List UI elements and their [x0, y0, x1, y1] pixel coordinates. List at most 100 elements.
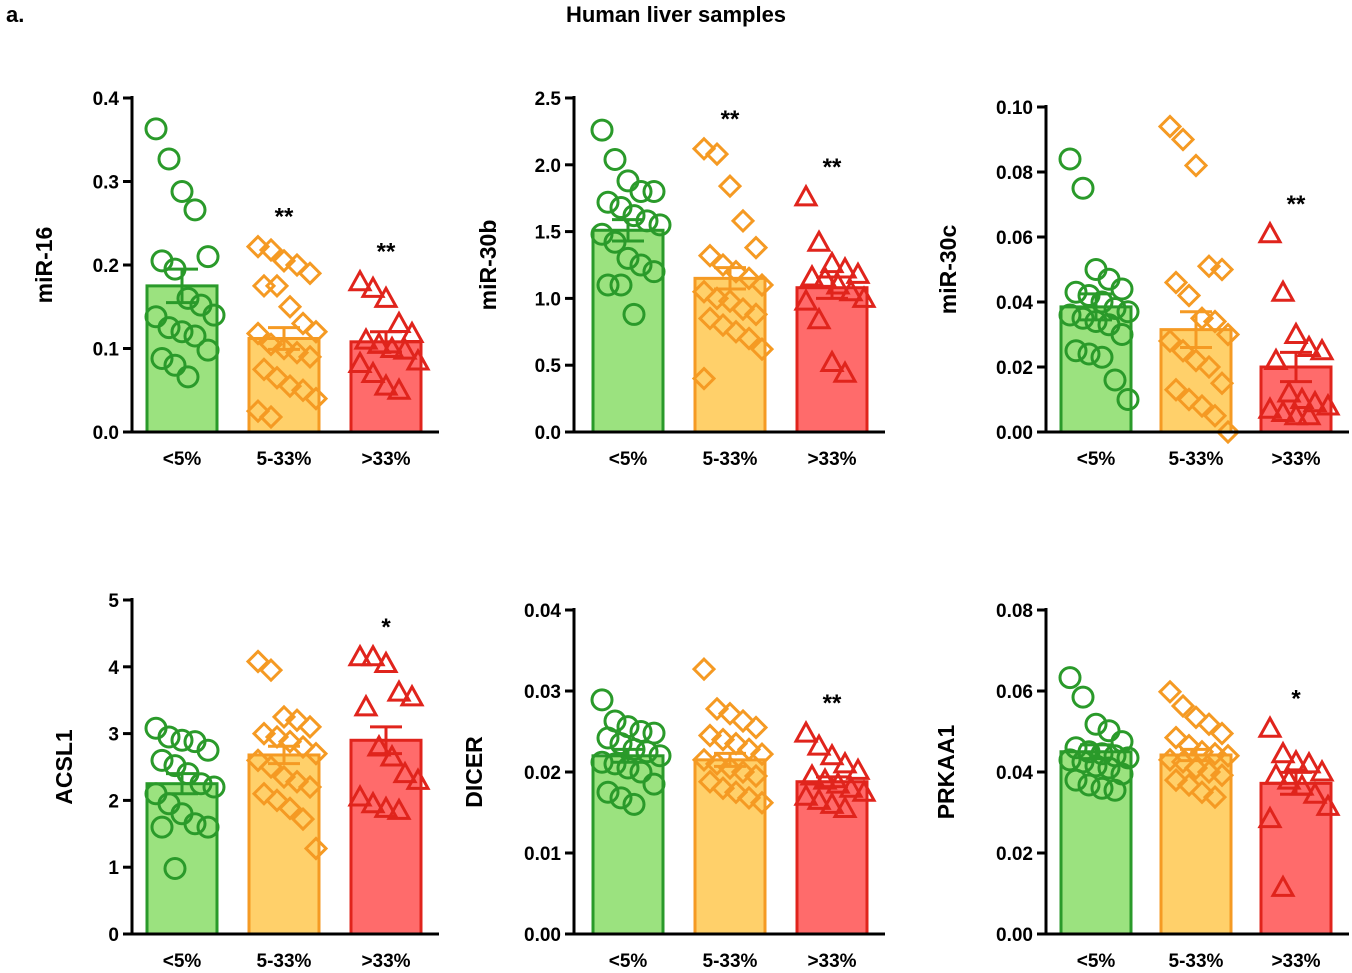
data-point-circle	[157, 725, 181, 749]
data-point-diamond	[743, 763, 769, 789]
data-point-diamond	[736, 326, 762, 351]
y-tick-label: 0.02	[996, 358, 1033, 379]
data-point-diamond	[1196, 254, 1222, 279]
data-point-diamond	[1209, 257, 1235, 282]
data-point-circle	[642, 772, 666, 796]
chart-panel-4: ACSL1 0 1 2 3 4 5 <5% 5-33% >33% *	[51, 591, 439, 972]
data-point-diamond	[1170, 693, 1196, 719]
data-point-diamond	[736, 266, 762, 291]
data-point-triangle	[806, 229, 832, 252]
y-tick-label: 0.0	[93, 423, 119, 444]
data-point-diamond	[691, 279, 717, 304]
data-point-circle	[176, 365, 200, 389]
chart-panel-3: miR-30c 0.00 0.02 0.04 0.06 0.08 0.10 <5% 5-33% >…	[935, 98, 1349, 470]
data-point-diamond	[723, 780, 749, 805]
y-tick-label: 0.1	[93, 340, 120, 361]
data-point-triangle	[1309, 758, 1335, 782]
y-tick-label: 0.06	[996, 228, 1033, 249]
data-point-triangle	[405, 767, 431, 790]
x-tick-label: >33%	[361, 951, 410, 972]
data-point-diamond	[1163, 270, 1189, 295]
data-point-diamond	[277, 729, 303, 754]
y-axis-title: miR-30c	[935, 225, 961, 315]
x-tick-label: <5%	[1077, 449, 1116, 470]
data-point-triangle	[793, 183, 819, 207]
data-point-diamond	[290, 734, 316, 760]
data-point-circle	[596, 726, 620, 750]
data-point-triangle	[347, 643, 373, 667]
x-tick-label: 5-33%	[1169, 449, 1224, 470]
data-point-triangle	[1283, 321, 1309, 344]
x-tick-label: <5%	[163, 951, 202, 972]
data-point-diamond	[691, 747, 717, 772]
y-axis-title: miR-30b	[475, 220, 501, 311]
data-point-diamond	[1202, 309, 1228, 334]
data-point-triangle	[399, 683, 425, 707]
data-point-circle	[150, 347, 174, 371]
data-point-circle	[144, 117, 168, 141]
chart-panel-6: PRKAA1 0.00 0.02 0.04 0.06 0.08 <5% 5-33% >33% *	[933, 601, 1349, 972]
data-point-circle	[648, 744, 672, 768]
data-point-circle	[1077, 773, 1101, 797]
bar-2	[1259, 781, 1333, 936]
data-point-circle	[603, 147, 627, 171]
x-tick-label: >33%	[1271, 449, 1320, 470]
data-point-triangle	[819, 349, 845, 373]
data-point-diamond	[1209, 721, 1235, 746]
data-point-diamond	[258, 658, 284, 683]
y-tick-label: 0.5	[535, 356, 562, 377]
x-tick-label: <5%	[609, 951, 648, 972]
data-point-triangle	[1296, 402, 1322, 426]
data-point-diamond	[749, 272, 775, 298]
x-tick-label: 5-33%	[257, 449, 312, 470]
data-point-diamond	[736, 785, 762, 811]
data-point-circle	[202, 303, 226, 327]
data-point-circle	[635, 740, 659, 764]
data-point-triangle	[1315, 793, 1341, 816]
data-point-triangle	[386, 377, 412, 400]
data-point-triangle	[1296, 334, 1322, 357]
data-point-circle	[590, 688, 614, 712]
data-point-diamond	[691, 657, 717, 682]
data-point-circle	[1110, 323, 1134, 346]
x-tick-label: >33%	[807, 449, 856, 470]
data-point-circle	[1064, 736, 1088, 760]
data-point-diamond	[743, 715, 769, 740]
data-point-triangle	[379, 743, 405, 767]
data-point-triangle	[392, 337, 418, 360]
data-point-diamond	[284, 252, 310, 278]
data-point-diamond	[277, 796, 303, 821]
significance-marker: **	[721, 106, 740, 133]
data-point-diamond	[290, 806, 316, 832]
y-tick-label: 2.0	[535, 156, 561, 177]
y-axis-title: ACSL1	[51, 729, 77, 805]
data-point-diamond	[743, 235, 769, 260]
data-point-circle	[642, 721, 666, 745]
x-tick-label: >33%	[361, 449, 410, 470]
data-point-triangle	[1270, 399, 1296, 422]
data-point-diamond	[730, 296, 756, 322]
y-tick-label: 0.04	[996, 293, 1033, 314]
data-point-diamond	[1196, 354, 1222, 380]
data-point-triangle	[832, 360, 858, 383]
panel-label: a.	[6, 2, 25, 27]
data-point-diamond	[251, 721, 277, 746]
data-point-diamond	[1183, 348, 1209, 373]
data-point-diamond	[303, 386, 329, 411]
data-point-triangle	[386, 310, 412, 333]
data-point-triangle	[1283, 402, 1309, 426]
data-point-circle	[170, 180, 194, 204]
data-point-diamond	[1196, 712, 1222, 737]
data-point-diamond	[730, 208, 756, 234]
data-point-diamond	[717, 755, 743, 781]
y-tick-label: 0.08	[996, 163, 1033, 184]
significance-marker: **	[275, 204, 294, 231]
data-point-triangle	[360, 275, 386, 298]
bar-1	[693, 276, 767, 434]
data-point-triangle	[851, 779, 877, 802]
data-point-circle	[609, 273, 633, 297]
data-point-circle	[183, 324, 207, 348]
x-tick-label: 5-33%	[257, 951, 312, 972]
y-tick-label: 0.10	[996, 98, 1033, 119]
